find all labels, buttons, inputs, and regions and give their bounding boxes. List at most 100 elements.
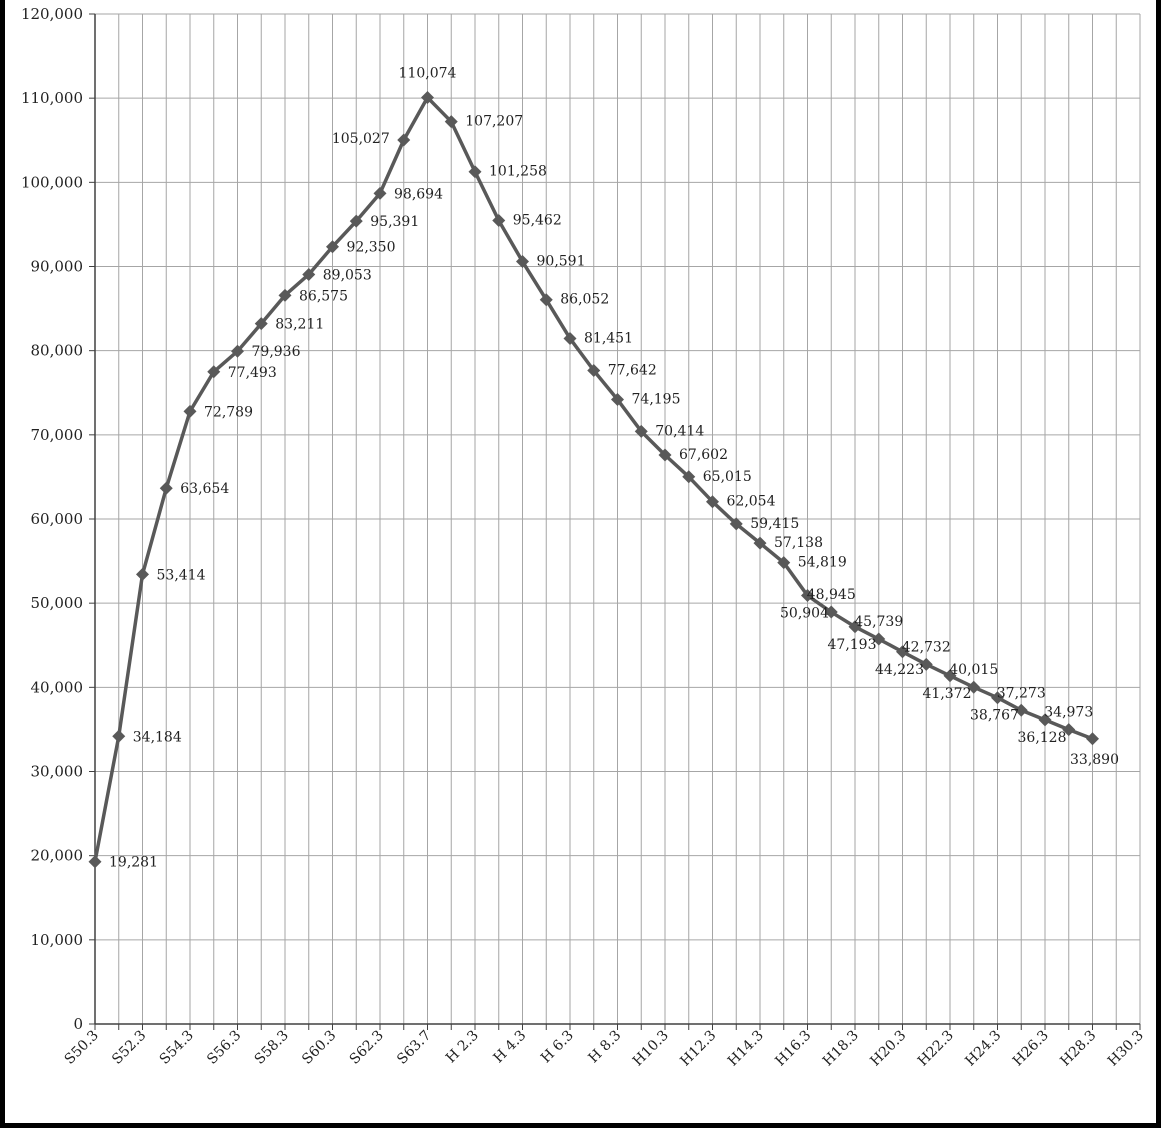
data-point [587,364,601,378]
y-tick-label: 100,000 [21,173,83,191]
x-tick-label: S50.3 [62,1028,102,1068]
data-label: 53,414 [157,567,206,583]
data-point [658,448,672,462]
data-point [444,115,458,129]
x-tick-label: S58.3 [252,1028,292,1068]
data-point [349,214,363,228]
data-point [88,855,102,869]
data-label: 101,258 [489,164,547,180]
data-label: 42,732 [902,639,951,655]
data-label: 47,193 [828,637,877,653]
y-tick-label: 80,000 [31,342,84,360]
data-point [254,317,268,331]
data-point [801,589,814,603]
data-label: 90,591 [537,254,586,270]
y-tick-label: 60,000 [31,510,84,528]
data-label: 98,694 [394,186,443,202]
y-tick-label: 50,000 [31,594,84,612]
x-tick-label: H26.3 [1010,1028,1052,1070]
data-point [563,331,577,345]
data-label: 95,391 [370,214,419,230]
data-point [468,165,482,179]
x-tick-label: H12.3 [677,1028,719,1070]
y-tick-label: 120,000 [21,5,83,23]
data-point [1038,713,1052,727]
x-tick-label: H10.3 [630,1028,672,1070]
x-tick-label: S52.3 [109,1028,149,1068]
x-tick-label: H20.3 [867,1028,909,1070]
data-point [302,267,316,281]
data-label: 19,281 [109,855,158,871]
data-point [1014,703,1028,717]
data-label: 40,015 [949,662,998,678]
data-label: 92,350 [347,240,396,256]
data-point [919,657,933,671]
data-label: 81,451 [584,330,633,346]
data-label: 44,223 [875,662,924,678]
y-tick-label: 30,000 [31,763,84,781]
y-tick-label: 20,000 [31,847,84,865]
data-label: 89,053 [323,267,372,283]
data-point [231,344,244,358]
x-tick-label: S56.3 [204,1028,244,1068]
data-point [634,424,648,438]
data-label: 37,273 [997,685,1046,701]
data-point [136,567,149,581]
data-point [777,556,791,570]
data-label: 54,819 [798,555,847,571]
data-label: 72,789 [204,404,253,420]
data-label: 105,027 [332,131,390,147]
data-label: 62,054 [727,494,776,510]
data-point [848,620,862,634]
y-tick-label: 90,000 [31,258,84,276]
x-tick-label: H28.3 [1057,1028,1099,1070]
x-tick-label: H30.3 [1105,1028,1147,1070]
x-tick-label: H 4.3 [490,1028,529,1067]
data-label: 70,414 [655,423,704,439]
data-label: 95,462 [513,213,562,229]
data-point [1062,723,1076,737]
x-tick-label: H18.3 [820,1028,862,1070]
data-point [492,214,506,228]
data-point [896,645,909,659]
data-label: 74,195 [632,392,681,408]
data-label: 50,904 [780,606,829,622]
data-point [421,91,434,105]
data-label: 79,936 [252,344,301,360]
data-point [159,481,173,495]
data-label: 34,184 [133,729,182,745]
data-label: 38,767 [970,708,1019,724]
x-tick-label: S54.3 [157,1028,197,1068]
data-label: 48,945 [807,587,856,603]
y-tick-label: 110,000 [21,89,83,107]
data-label: 41,372 [923,686,972,702]
data-point [706,495,719,509]
data-label: 33,890 [1070,752,1119,768]
data-label: 45,739 [854,614,903,630]
data-point [397,133,411,147]
data-point [539,293,553,307]
data-label: 107,207 [465,114,523,130]
x-tick-label: H14.3 [725,1028,767,1070]
data-label: 83,211 [275,317,324,333]
data-label: 65,015 [703,469,752,485]
x-tick-label: S62.3 [347,1028,387,1068]
data-point [824,605,838,619]
line-chart: 0 10,000 20,000 30,000 40,000 50,000 60,000 70,… [21,5,1147,1070]
data-label: 57,138 [774,535,823,551]
data-point [967,680,981,694]
data-point [611,393,624,407]
data-point [991,691,1004,705]
y-tick-label: 0 [73,1015,83,1033]
data-point [1086,732,1099,746]
data-point [516,255,529,269]
data-label: 67,602 [679,447,728,463]
data-point [943,669,957,683]
data-label: 86,575 [299,288,348,304]
x-tick-label: H 2.3 [443,1028,482,1067]
data-point [207,365,221,379]
x-tick-label: S60.3 [299,1028,339,1068]
x-tick-label: S63.7 [394,1028,434,1068]
data-label: 77,642 [608,363,657,379]
